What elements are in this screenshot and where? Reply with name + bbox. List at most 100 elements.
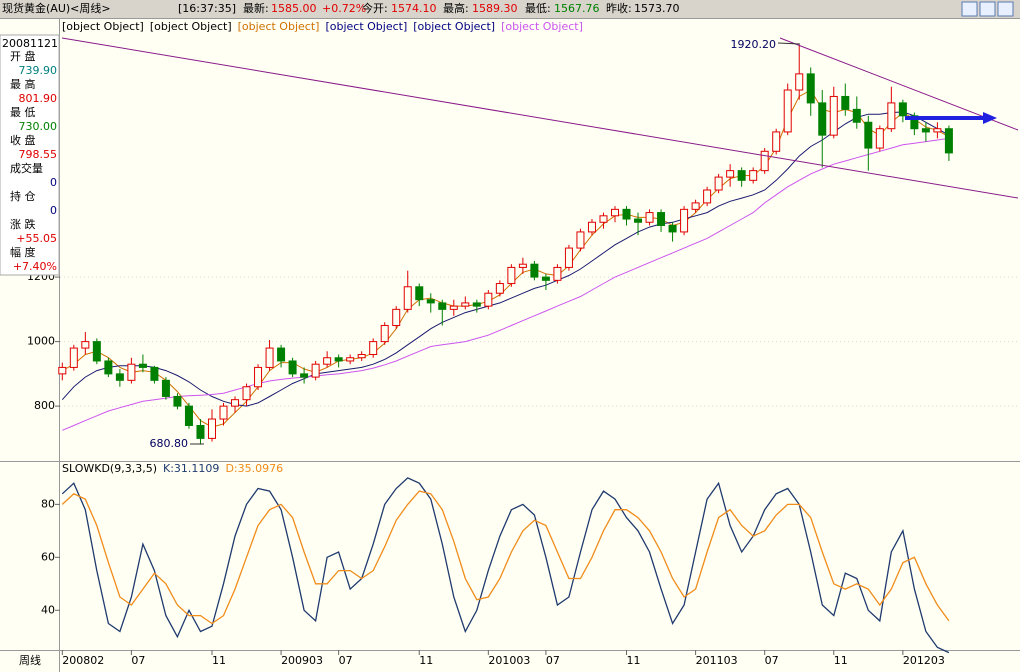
header-time: [16:37:35] <box>178 2 236 15</box>
candle-body <box>587 221 596 233</box>
info-label: 最 高 <box>10 77 36 91</box>
header-label: 最高: <box>443 1 469 15</box>
candle-body <box>207 418 216 439</box>
info-label: 成交量 <box>10 161 43 175</box>
info-value: 798.55 <box>19 148 58 161</box>
candle-body <box>265 347 274 368</box>
candle-body <box>323 357 332 365</box>
candle-body <box>518 263 527 268</box>
candle-body <box>714 176 723 191</box>
candle-body <box>495 283 504 294</box>
back-button[interactable] <box>997 1 1014 17</box>
header-value: 1567.76 <box>554 2 600 15</box>
candle-body <box>92 341 101 362</box>
candle-body <box>887 102 896 130</box>
prev-button[interactable] <box>961 1 978 17</box>
header-value: 1585.00 <box>271 2 317 15</box>
candle-body <box>576 231 585 249</box>
series-line <box>61 490 950 625</box>
candle-body <box>933 128 942 133</box>
indicator-title: SLOWKD(9,3,3,5) <box>62 462 157 475</box>
candle-body <box>288 360 297 375</box>
candle-body <box>783 89 792 133</box>
trend-line <box>61 37 1019 199</box>
candle-body <box>196 424 205 439</box>
annotation: 1920.20 <box>731 38 777 51</box>
candle-body <box>449 305 458 310</box>
candle-body <box>703 189 712 204</box>
info-value: 730.00 <box>19 120 58 133</box>
candle-body <box>58 366 67 375</box>
x-tick-label: 200903 <box>281 654 323 667</box>
y-tick-label: 800 <box>34 399 55 412</box>
candle-body <box>472 302 481 307</box>
candle-body <box>403 286 412 310</box>
period-label: 周线 <box>19 653 41 667</box>
header-label: 昨收: <box>606 1 632 15</box>
legend-entry: [object Object] <box>325 20 407 33</box>
candle-body <box>311 363 320 378</box>
candle-body <box>599 215 608 223</box>
annotation: 680.80 <box>150 437 189 450</box>
x-tick-label: 201103 <box>696 654 738 667</box>
candle-body <box>541 276 550 281</box>
candle-body <box>392 308 401 326</box>
header-label: 最低: <box>525 2 551 15</box>
header-value: +0.72% <box>322 2 366 15</box>
header-title: 现货黄金(AU)<周线> <box>2 1 111 15</box>
info-value: +7.40% <box>13 260 57 273</box>
candle-body <box>749 170 758 181</box>
candle-body <box>81 341 90 349</box>
x-tick-label: 201203 <box>903 654 945 667</box>
series-line <box>61 111 950 407</box>
annotation-pointer <box>777 42 801 45</box>
candle-body <box>553 266 562 281</box>
next-button[interactable] <box>979 1 996 17</box>
candle-body <box>219 405 228 420</box>
candle-body <box>415 286 424 301</box>
window-buttons <box>961 1 1014 17</box>
legend-entry: [object Object] <box>150 20 232 33</box>
candle-body <box>657 212 666 226</box>
candle-body <box>772 131 781 152</box>
candle-body <box>173 395 182 407</box>
candle-body <box>127 363 136 381</box>
candle-body <box>875 128 884 149</box>
candle-body <box>944 128 953 154</box>
header-value: 1573.70 <box>634 2 680 15</box>
x-tick-label: 07 <box>546 654 560 667</box>
candle-body <box>277 347 286 362</box>
candle-body <box>921 128 930 133</box>
y-tick-label: 80 <box>41 497 55 510</box>
legend-entry: [object Object] <box>238 20 320 33</box>
header-value: 1589.30 <box>472 2 518 15</box>
candle-body <box>795 73 804 91</box>
candle-body <box>645 212 654 223</box>
x-tick-label: 200802 <box>62 654 104 667</box>
series-line <box>61 477 950 654</box>
info-label: 最 低 <box>10 106 36 119</box>
trend-line <box>779 37 1019 131</box>
series-line <box>62 137 949 431</box>
candle-body <box>634 218 643 223</box>
header-value: 1574.10 <box>391 2 437 15</box>
candle-body <box>346 357 355 362</box>
x-tick-label: 11 <box>834 654 848 667</box>
x-tick-label: 11 <box>627 654 641 667</box>
header-label: 最新: <box>243 1 269 15</box>
legend-entry: D:35.0976 <box>225 462 283 475</box>
candle-body <box>138 363 147 368</box>
info-panel-bg <box>0 34 60 276</box>
info-label: 开 盘 <box>10 49 36 63</box>
x-tick-label: 11 <box>419 654 433 667</box>
candle-body <box>737 170 746 181</box>
info-value: 801.90 <box>19 92 58 105</box>
legend-entry: [object Object] <box>501 20 583 33</box>
candle-body <box>610 208 619 217</box>
candle-body <box>622 208 631 220</box>
candle-body <box>300 373 309 378</box>
candle-body <box>726 170 735 178</box>
overlay: 1920.20 680.80 <box>61 37 1019 450</box>
info-value: 0 <box>50 176 57 189</box>
